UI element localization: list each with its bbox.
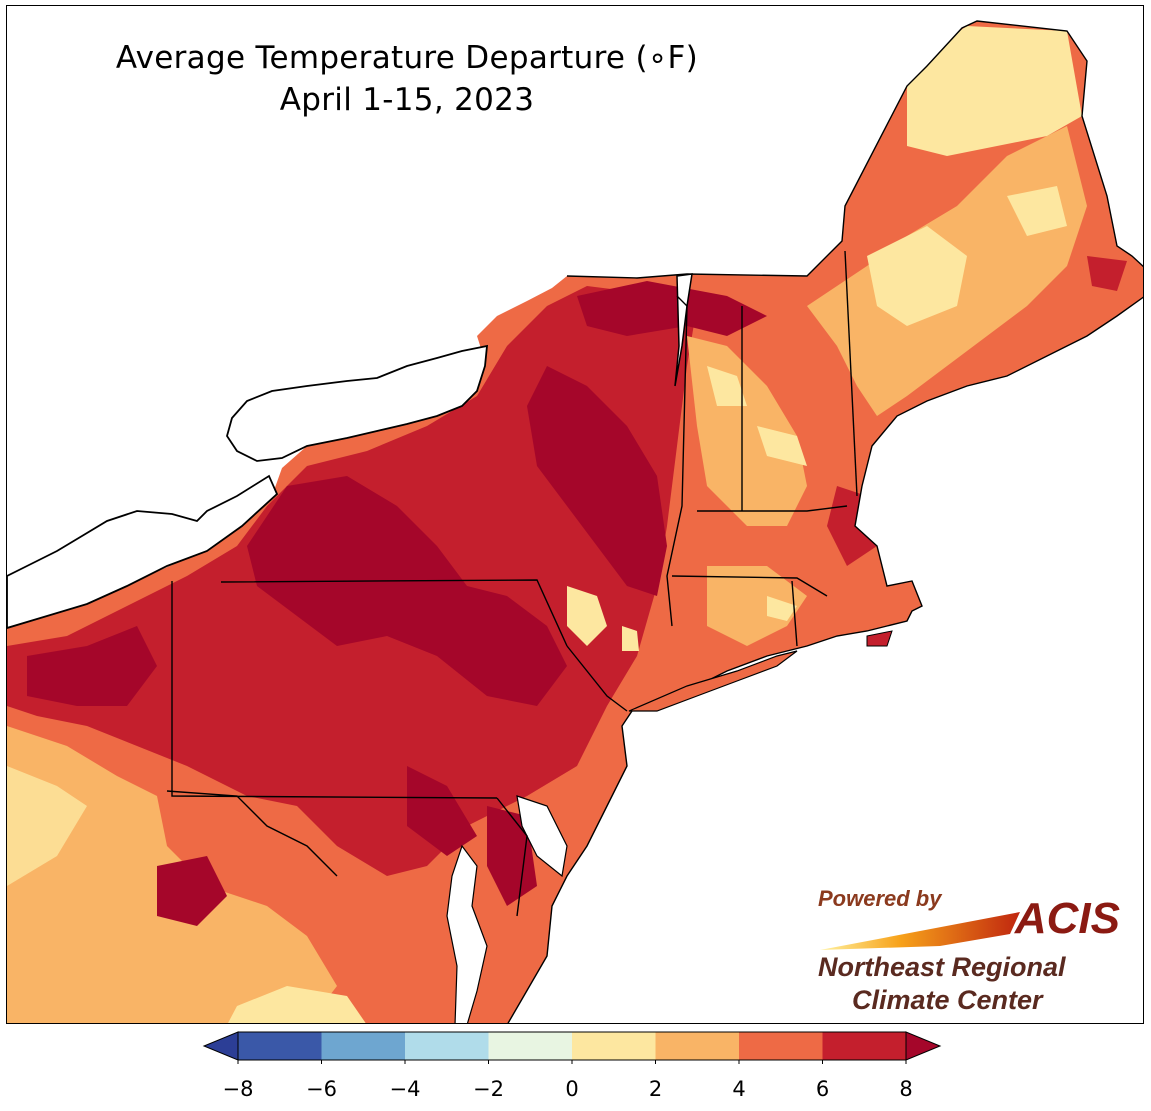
map-subtitle: April 1-15, 2023: [279, 82, 535, 118]
temperature-departure-map: [7, 20, 1143, 1023]
lake-ontario: [226, 344, 489, 462]
colorbar-tick-label: −4: [389, 1077, 421, 1101]
colorbar-bin: [655, 1032, 739, 1060]
delaware-bay: [516, 795, 568, 878]
colorbar-bin: [822, 1032, 906, 1060]
acis-credit-logo: Powered by ACIS Northeast Regional Clima…: [812, 884, 1142, 1019]
colorbar-tick-label: 0: [565, 1077, 579, 1101]
powered-by-label: Powered by: [818, 886, 942, 911]
colorbar-tick-label: 6: [815, 1077, 830, 1101]
map-frame: Average Temperature Departure (∘F) April…: [6, 5, 1144, 1024]
colorbar-tick-label: 8: [899, 1077, 913, 1101]
colorbar-tick-label: −6: [306, 1077, 337, 1101]
colorbar-bin: [238, 1032, 322, 1060]
acis-logo-text: ACIS: [1014, 894, 1120, 943]
colorbar-tick-label: 4: [732, 1077, 746, 1101]
long-island: [628, 650, 798, 712]
colorbar: [202, 1031, 942, 1064]
chesapeake-bay: [446, 844, 488, 1023]
acis-swoosh-icon: [820, 912, 1020, 950]
colorbar-bin: [739, 1032, 823, 1060]
colorbar-bin: [321, 1032, 405, 1060]
colorbar-tick-label: −2: [473, 1077, 504, 1101]
org-name-line2: Climate Center: [852, 985, 1043, 1015]
org-name-line1: Northeast Regional: [818, 952, 1066, 982]
colorbar-tick-label: 2: [648, 1077, 663, 1101]
colorbar-bin: [572, 1032, 656, 1060]
colorbar-over-arrow: [905, 1031, 942, 1061]
marthas-vineyard: [866, 630, 893, 647]
state-borders: [166, 250, 858, 917]
colorbar-bin: [405, 1032, 489, 1060]
colorbar-under-arrow: [202, 1031, 239, 1061]
lake-erie: [7, 474, 279, 629]
map-title: Average Temperature Departure (∘F): [115, 40, 699, 76]
colorbar-tick-label: −8: [222, 1077, 254, 1101]
colorbar-bin: [488, 1032, 572, 1060]
